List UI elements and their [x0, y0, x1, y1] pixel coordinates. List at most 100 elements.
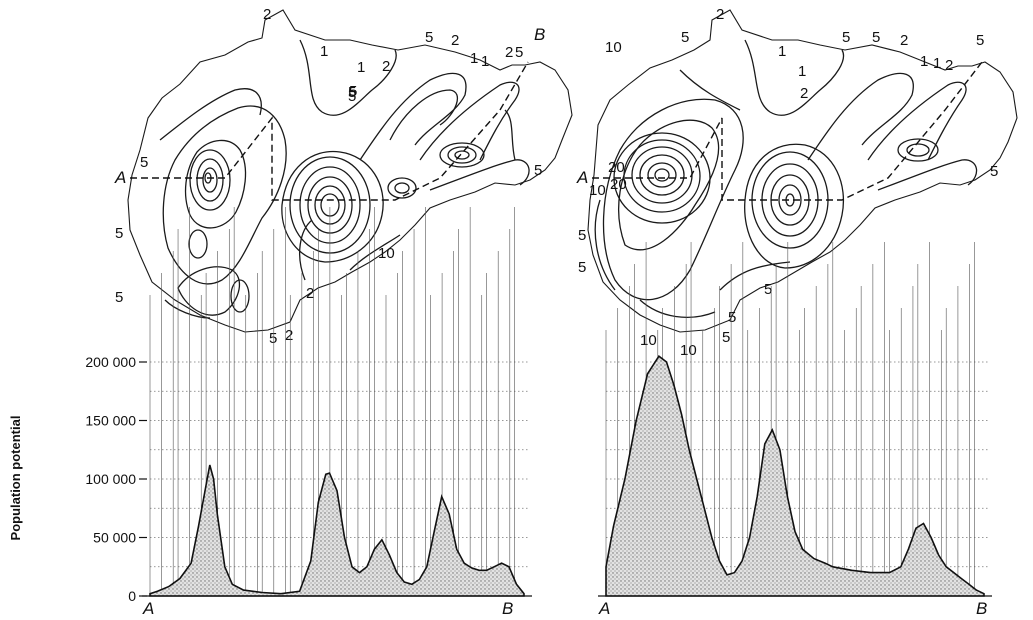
map-left-contour — [162, 105, 287, 285]
y-tick-labels: 0 50 000 100 000 150 000 200 000 — [85, 354, 147, 604]
contour-label: 5 — [140, 154, 148, 171]
y-tick-label: 50 000 — [93, 530, 136, 546]
contour-label: 10 — [680, 342, 697, 359]
contour-label: 2 — [716, 6, 724, 23]
map-right-contour — [602, 98, 744, 301]
transect-line-right — [592, 61, 983, 201]
map-left-contour — [389, 89, 459, 141]
profile-panel-right — [598, 242, 992, 597]
contour-label: 5 — [578, 259, 586, 276]
profile-panel-left — [142, 207, 532, 597]
contour-label: 5 — [425, 29, 433, 46]
contour-label: 1 — [320, 43, 328, 60]
map-start-label: A — [576, 168, 588, 187]
map-left-contour — [189, 149, 231, 211]
profile-left-end-label: B — [502, 599, 513, 618]
map-left-contour — [196, 158, 224, 202]
map-left-contour — [188, 229, 208, 259]
map-right-contour — [897, 138, 939, 162]
map-right-contour — [679, 69, 741, 111]
map-left-contour — [447, 146, 477, 164]
map-right-contour — [639, 299, 716, 318]
contour-label: 20 — [608, 159, 625, 176]
contour-label: 2 — [451, 32, 459, 49]
map-right-contour — [778, 184, 802, 216]
map-left-contour — [299, 219, 313, 281]
contour-label: 1 — [470, 50, 478, 67]
contour-label: 5 — [349, 83, 357, 100]
contour-label: 10 — [378, 245, 395, 262]
map-start-label: A — [114, 168, 126, 187]
map-right-contour — [623, 139, 701, 213]
contour-label: 2 — [900, 32, 908, 49]
contour-label: 5 — [681, 29, 689, 46]
contour-label: 5 — [348, 88, 356, 105]
y-axis-label: Population potential — [8, 416, 23, 541]
map-left-contour — [230, 279, 250, 313]
y-tick-label: 200 000 — [85, 354, 136, 370]
map-left-contour — [177, 266, 241, 316]
contour-label: 5 — [269, 330, 277, 347]
profile-right-start-label: A — [598, 599, 610, 618]
contour-label: 10 — [605, 39, 622, 56]
map-left-contour — [349, 234, 401, 271]
contour-label: 5 — [534, 162, 542, 179]
contour-label: 5 — [842, 29, 850, 46]
profile-left-start-label: A — [142, 599, 154, 618]
contour-label: 2 — [285, 327, 293, 344]
map-left-contour — [299, 39, 397, 116]
contour-label: 20 — [610, 176, 627, 193]
map-left-contour — [281, 150, 384, 263]
contour-label: 10 — [589, 182, 606, 199]
y-tick-label: 150 000 — [85, 413, 136, 429]
contour-label: 5 — [115, 289, 123, 306]
map-left-contour — [429, 159, 530, 191]
map-right-contour — [807, 72, 914, 161]
contour-label: 2 — [306, 285, 314, 302]
contour-label: 1 — [778, 43, 786, 60]
map-left-contour — [387, 177, 417, 199]
map-left-contour — [454, 150, 470, 160]
map-left-contour — [504, 109, 516, 161]
map-left-contour — [419, 81, 520, 161]
contour-label: 5 — [578, 227, 586, 244]
contour-label: 1 — [481, 53, 489, 70]
contour-label: 5 — [728, 309, 736, 326]
map-right-contour — [654, 168, 670, 182]
contour-label: 10 — [640, 332, 657, 349]
map-end-label: B — [534, 25, 545, 44]
map-left-contour — [359, 72, 467, 161]
map-right-contour — [719, 261, 791, 291]
contour-label: 5 — [976, 32, 984, 49]
map-right-contour — [647, 162, 677, 188]
contour-label: 1 — [357, 59, 365, 76]
contour-label: 5 — [115, 225, 123, 242]
contour-label: 5 — [515, 44, 523, 61]
map-left-contour — [184, 139, 247, 229]
map-right-contour — [639, 154, 685, 196]
population-potential-area — [605, 355, 985, 597]
map-right-contour — [877, 159, 978, 191]
contour-label: 2 — [382, 58, 390, 75]
contour-label: 5 — [348, 84, 356, 101]
map-right-contour — [867, 81, 967, 161]
map-left-contour — [439, 142, 485, 168]
contour-label: 1 — [933, 55, 941, 72]
transect-line-left — [130, 61, 529, 201]
y-tick-label: 100 000 — [85, 471, 136, 487]
contour-label: 2 — [945, 57, 953, 74]
map-right-contour — [594, 199, 616, 291]
contour-label: 2 — [505, 44, 513, 61]
population-potential-area — [149, 464, 525, 597]
contour-label: 2 — [800, 85, 808, 102]
contour-label: 5 — [990, 163, 998, 180]
map-right-contour — [906, 143, 930, 157]
map-left-contour — [159, 88, 262, 141]
contour-label: 5 — [722, 329, 730, 346]
map-left-contour — [202, 167, 218, 193]
contour-label: 1 — [920, 53, 928, 70]
